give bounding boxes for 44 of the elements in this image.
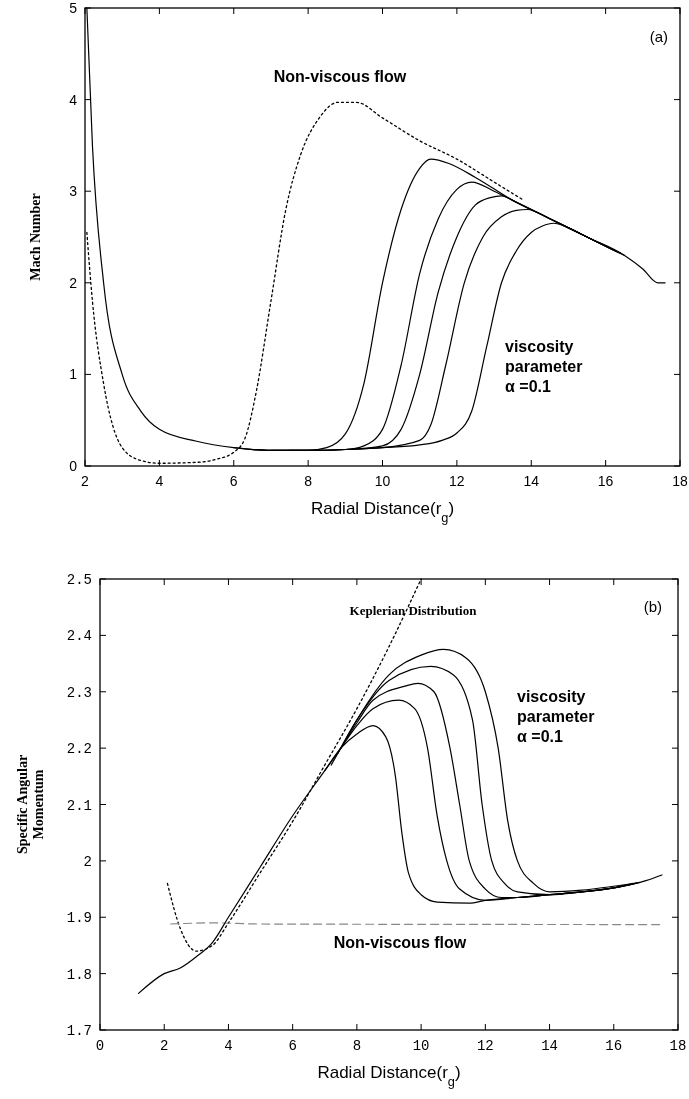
y-tick-label: 2.1 [66,797,92,814]
y-axis-title: Mach Number [28,193,43,281]
x-tick-label: 12 [449,473,465,489]
y-tick-label: 2.5 [66,572,92,588]
annotation: Non-viscous flow [273,68,407,85]
x-tick-label: 14 [523,473,540,489]
annotation: (a) [649,28,668,45]
x-tick-label: 12 [476,1038,494,1054]
x-tick-label: 10 [374,473,391,489]
y-axis-title: Specific Angular Momentum [15,754,46,855]
x-tick-label: 4 [155,473,164,489]
x-tick-label: 18 [672,473,688,489]
x-tick-label: 0 [95,1038,105,1054]
y-tick-label: 2.4 [66,628,92,645]
annotation: Keplerian Distribution [349,603,478,618]
y-tick-label: 2 [83,853,92,870]
y-tick-label: 4 [69,91,78,108]
annotation: (b) [643,598,662,615]
x-tick-label: 4 [224,1038,233,1054]
annotation: viscosity parameter α =0.1 [505,338,583,395]
y-tick-label: 2.2 [66,741,92,758]
x-tick-label: 16 [597,473,614,489]
y-tick-label: 0 [69,458,78,474]
annotation: viscosity parameter α =0.1 [517,688,595,745]
x-tick-label: 2 [160,1038,169,1054]
x-tick-label: 8 [352,1038,362,1054]
y-tick-label: 1 [69,366,78,383]
x-tick-label: 18 [669,1038,687,1054]
x-tick-label: 6 [229,473,238,489]
x-axis-title: Radial Distance(r$_{g}$) [310,499,455,525]
x-tick-label: 16 [605,1038,623,1054]
y-tick-label: 2.3 [66,684,92,701]
y-tick-label: 2 [69,274,78,291]
y-tick-label: 1.8 [66,966,92,983]
y-tick-label: 5 [69,0,78,16]
x-tick-label: 14 [541,1038,558,1054]
y-tick-label: 3 [69,183,78,200]
y-tick-label: 1.9 [66,910,92,927]
x-tick-label: 10 [412,1038,430,1054]
x-axis-title: Radial Distance(r$_{g}$) [317,1063,461,1089]
x-tick-label: 6 [288,1038,297,1054]
y-tick-label: 1.7 [66,1023,92,1039]
annotation: Non-viscous flow [333,934,467,951]
x-tick-label: 8 [304,473,313,489]
